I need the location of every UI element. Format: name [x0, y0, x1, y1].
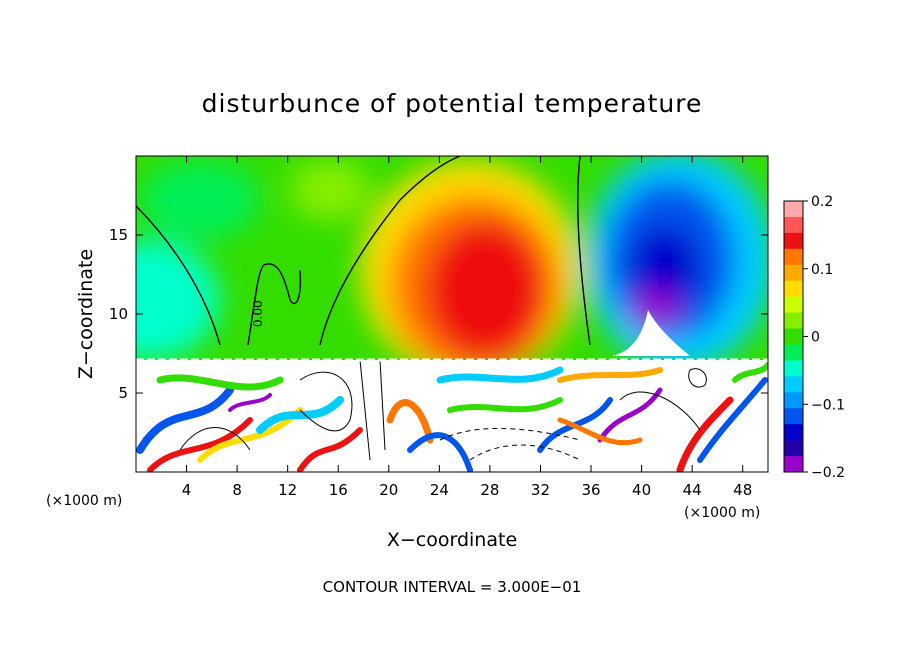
colorbar-ticks: 0.2 0.1 0 −0.1 −0.2 — [803, 194, 845, 481]
y-tick-label: 15 — [109, 226, 128, 244]
colorbar-swatch — [784, 408, 803, 425]
x-ticks: 4 8 12 16 20 24 28 32 36 40 44 48 — [182, 156, 752, 499]
colorbar-swatch — [784, 216, 803, 234]
colorbar-swatch — [784, 232, 803, 250]
y-tick-label: 10 — [109, 305, 128, 323]
colorbar — [784, 201, 803, 473]
x-tick-label: 32 — [531, 481, 550, 499]
x-tick-label: 48 — [733, 481, 752, 499]
x-tick-label: 16 — [329, 481, 348, 499]
x-tick-label: 28 — [480, 481, 499, 499]
colorbar-swatch — [784, 312, 803, 330]
colorbar-tick-label: −0.2 — [811, 465, 845, 481]
colorbar-tick-label: −0.1 — [811, 397, 845, 413]
colorbar-swatch — [784, 344, 803, 361]
colorbar-swatch — [784, 248, 803, 266]
x-tick-label: 8 — [232, 481, 242, 499]
lower-contours — [179, 359, 707, 461]
colorbar-swatch — [784, 328, 803, 345]
colorbar-swatch — [784, 201, 803, 218]
y-axis-label: Z−coordinate — [75, 249, 97, 379]
x-unit-right: (×1000 m) — [684, 505, 760, 521]
y-ticks: 5 10 15 — [109, 226, 768, 402]
colorbar-swatch — [784, 360, 803, 377]
x-tick-label: 36 — [581, 481, 600, 499]
colorbar-swatch — [784, 264, 803, 282]
colorbar-tick-label: 0 — [811, 330, 820, 346]
colorbar-tick-label: 0.1 — [811, 262, 833, 278]
colorbar-swatch — [784, 280, 803, 298]
contour-label: 0.00 — [251, 300, 265, 327]
chart-title: disturbunce of potential temperature — [202, 89, 703, 118]
x-tick-label: 4 — [182, 481, 192, 499]
colorbar-tick-label: 0.2 — [811, 194, 833, 210]
contour-interval-note: CONTOUR INTERVAL = 3.000E−01 — [323, 578, 582, 596]
upper-contours — [136, 156, 591, 346]
colorbar-swatch — [784, 376, 803, 393]
colorbar-swatch — [784, 424, 803, 441]
x-tick-label: 12 — [278, 481, 297, 499]
colorbar-swatch — [784, 456, 803, 473]
plot-area: 0.00 — [136, 156, 768, 472]
x-tick-label: 24 — [430, 481, 449, 499]
x-tick-label: 40 — [632, 481, 651, 499]
x-unit-left: (×1000 m) — [46, 493, 122, 509]
colorbar-swatch — [784, 296, 803, 314]
lower-layer-swirls — [136, 362, 768, 472]
x-tick-label: 44 — [683, 481, 702, 499]
color-field — [136, 156, 768, 380]
x-tick-label: 20 — [379, 481, 398, 499]
y-tick-label: 5 — [118, 384, 128, 402]
x-axis-label: X−coordinate — [387, 529, 517, 551]
colorbar-swatch — [784, 392, 803, 409]
colorbar-swatch — [784, 440, 803, 457]
